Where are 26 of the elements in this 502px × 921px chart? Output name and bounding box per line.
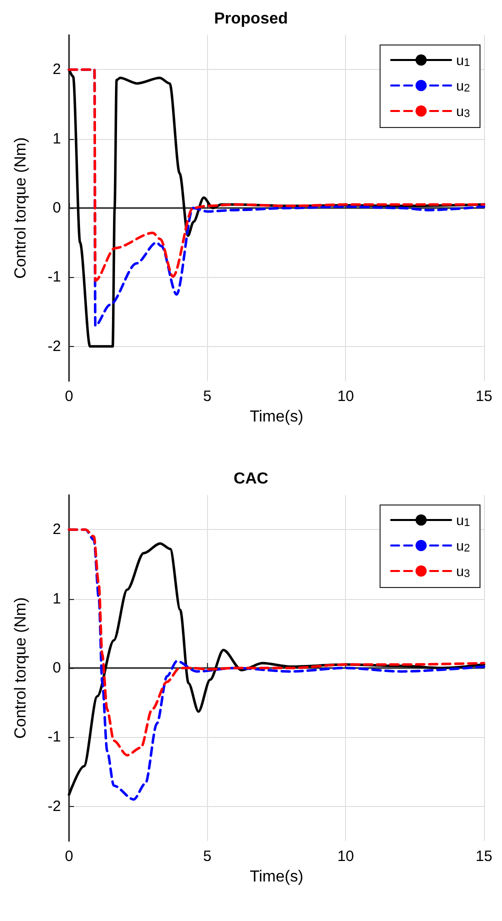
x-tick-label: 15 <box>476 388 492 405</box>
chart-title: CAC <box>234 470 269 488</box>
chart-title: Proposed <box>214 10 288 28</box>
y-tick-label: -2 <box>48 338 61 355</box>
y-tick-label: -2 <box>48 798 61 815</box>
x-tick-label: 15 <box>476 848 492 865</box>
y-tick-label: 2 <box>52 61 61 78</box>
y-tick-label: 0 <box>52 200 61 216</box>
x-axis-title: Time(s) <box>250 408 304 426</box>
x-axis-title: Time(s) <box>250 868 304 886</box>
y-tick-label: 1 <box>52 130 61 148</box>
y-tick-label: -1 <box>48 268 61 286</box>
line-series <box>68 528 486 756</box>
y-tick-label: 0 <box>52 660 61 676</box>
x-tick-label: 10 <box>337 388 354 405</box>
x-tick-label: 0 <box>64 388 74 405</box>
y-axis-title: Control torque (Nm) <box>12 597 30 739</box>
x-tick-label: 5 <box>203 388 212 405</box>
y-axis-title: Control torque (Nm) <box>12 137 30 279</box>
x-tick-label: 0 <box>64 848 74 865</box>
x-tick-label: 5 <box>203 848 212 865</box>
y-tick-label: 1 <box>52 590 61 608</box>
line-series <box>68 68 486 282</box>
y-tick-label: 2 <box>52 521 61 538</box>
y-tick-label: -1 <box>48 728 61 746</box>
x-tick-label: 10 <box>337 848 354 865</box>
